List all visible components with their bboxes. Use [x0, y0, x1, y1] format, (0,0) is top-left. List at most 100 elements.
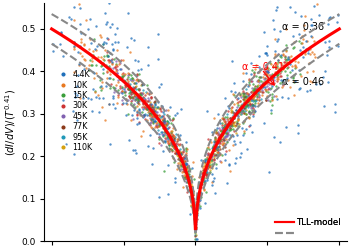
Point: [204, 173, 210, 177]
Point: [283, 43, 288, 47]
Point: [253, 74, 259, 78]
Point: [303, 47, 309, 51]
Point: [250, 98, 255, 102]
Point: [304, 39, 309, 43]
Point: [236, 110, 241, 114]
Point: [243, 101, 249, 105]
Point: [161, 122, 167, 126]
Point: [246, 80, 251, 84]
Point: [215, 140, 221, 144]
Point: [189, 194, 194, 198]
Point: [193, 219, 199, 223]
Point: [255, 70, 261, 74]
Point: [176, 164, 181, 168]
Point: [189, 195, 194, 199]
Point: [121, 90, 127, 94]
Point: [282, 55, 288, 59]
Point: [170, 117, 176, 121]
Point: [150, 105, 156, 109]
Point: [160, 134, 166, 138]
Point: [321, 75, 326, 79]
Point: [217, 136, 222, 140]
Point: [256, 98, 262, 102]
Point: [222, 122, 228, 126]
Point: [148, 112, 154, 116]
Point: [124, 113, 129, 117]
Point: [89, 56, 95, 60]
Point: [131, 86, 136, 90]
Point: [244, 99, 250, 103]
Point: [145, 110, 151, 114]
Point: [250, 99, 255, 103]
Point: [277, 54, 282, 58]
Point: [287, 6, 293, 10]
Point: [58, 32, 64, 36]
Point: [300, 50, 305, 54]
Point: [309, 24, 315, 28]
Point: [114, 64, 119, 68]
Point: [252, 109, 258, 113]
Point: [106, 76, 112, 80]
Point: [220, 116, 226, 120]
Point: [278, 74, 284, 78]
Point: [176, 154, 181, 158]
Point: [168, 140, 174, 144]
Point: [307, 79, 313, 83]
Point: [232, 111, 238, 115]
Y-axis label: $(dI/dV)/(T^{0.41})$: $(dI/dV)/(T^{0.41})$: [4, 89, 18, 156]
Point: [125, 74, 131, 78]
Point: [207, 165, 212, 169]
Point: [167, 136, 173, 140]
Point: [165, 126, 171, 130]
Point: [173, 176, 178, 180]
Point: [240, 121, 246, 125]
Point: [235, 109, 241, 113]
Point: [92, 90, 98, 94]
Point: [162, 140, 168, 143]
Point: [149, 109, 155, 113]
Point: [134, 113, 139, 117]
Point: [105, 54, 111, 58]
Point: [227, 116, 232, 120]
Point: [168, 134, 174, 138]
Point: [282, 54, 287, 58]
Point: [230, 59, 235, 63]
Point: [274, 97, 280, 101]
Point: [133, 95, 139, 99]
Point: [166, 132, 172, 136]
Point: [234, 133, 240, 137]
Point: [135, 94, 141, 98]
Point: [300, 45, 306, 49]
Point: [212, 152, 218, 156]
Point: [134, 109, 140, 113]
Point: [203, 175, 209, 179]
Point: [150, 127, 156, 131]
Point: [215, 138, 220, 142]
Point: [190, 202, 196, 206]
Point: [199, 176, 205, 180]
Point: [221, 130, 227, 134]
Point: [221, 130, 226, 134]
Point: [286, 65, 291, 69]
Point: [136, 72, 142, 76]
Point: [284, 60, 290, 64]
Point: [123, 81, 129, 85]
Point: [230, 120, 235, 124]
Point: [188, 204, 194, 208]
Point: [183, 180, 189, 184]
Point: [220, 128, 225, 132]
Point: [226, 162, 232, 166]
Point: [137, 110, 143, 114]
Point: [132, 81, 137, 85]
Point: [224, 115, 230, 119]
Point: [214, 144, 219, 148]
Point: [193, 214, 199, 218]
Point: [243, 112, 248, 116]
Point: [238, 106, 243, 110]
Point: [153, 108, 158, 112]
Point: [161, 122, 166, 126]
Point: [198, 196, 204, 200]
Point: [127, 95, 133, 99]
Point: [281, 65, 286, 69]
Point: [252, 84, 257, 88]
